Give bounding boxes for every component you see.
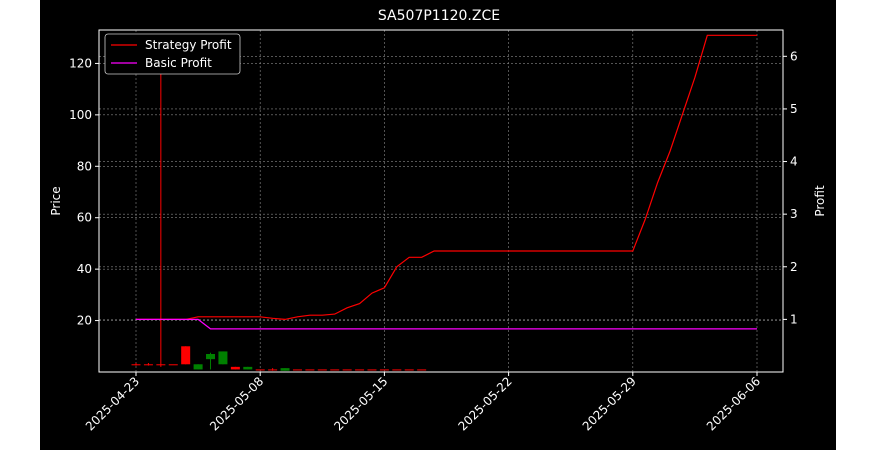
y2-tick-label: 4 — [790, 155, 798, 169]
plot-background — [99, 30, 783, 372]
profit-lines — [136, 34, 757, 330]
y-tick-label: 120 — [69, 56, 92, 70]
candle-body — [181, 346, 191, 365]
chart-title: SA507P1120.ZCE — [378, 8, 500, 24]
candle-body — [131, 364, 141, 366]
candle-body — [206, 354, 216, 360]
candle-body — [342, 369, 352, 371]
legend-box — [104, 33, 241, 75]
y2-tick-label: 5 — [790, 102, 798, 116]
candle-body — [230, 366, 240, 370]
plot-area — [99, 30, 783, 372]
candle-body — [317, 369, 327, 371]
y-tick-label: 40 — [77, 262, 92, 276]
y2-tick-label: 2 — [790, 260, 798, 274]
candle-body — [292, 369, 302, 371]
candle-body — [143, 364, 153, 366]
candle-body — [243, 366, 253, 370]
y-tick-label: 80 — [77, 159, 92, 173]
candlestick-series — [131, 42, 427, 371]
y2-tick-label: 1 — [790, 312, 798, 326]
y-tick-label: 60 — [77, 211, 92, 225]
candle-body — [268, 369, 278, 371]
candle-body — [404, 369, 414, 371]
series-line — [136, 34, 757, 321]
candle-body — [417, 369, 427, 371]
y2-axis-label: Profit — [813, 185, 827, 217]
candle-body — [255, 369, 265, 371]
candle-body — [379, 369, 389, 371]
candle-body — [168, 364, 178, 366]
y2-tick-label: 6 — [790, 49, 798, 63]
legend-label: Basic Profit — [145, 56, 212, 70]
candle-body — [218, 351, 228, 365]
candle-body — [193, 364, 203, 370]
candle-body — [280, 368, 290, 371]
candle-body — [305, 369, 315, 371]
candle-body — [392, 369, 402, 371]
y-tick-label: 20 — [77, 314, 92, 328]
y2-tick-label: 3 — [790, 207, 798, 221]
candle-body — [156, 364, 166, 366]
y-tick-label: 100 — [69, 108, 92, 122]
axes-frame — [98, 29, 784, 373]
series-line — [136, 318, 757, 330]
candle-body — [355, 369, 365, 371]
y-axis-label: Price — [49, 186, 63, 215]
legend: Strategy Profit Basic Profit — [104, 33, 241, 75]
legend-label: Strategy Profit — [145, 38, 232, 52]
candle-body — [330, 369, 340, 371]
candle-body — [367, 369, 377, 371]
